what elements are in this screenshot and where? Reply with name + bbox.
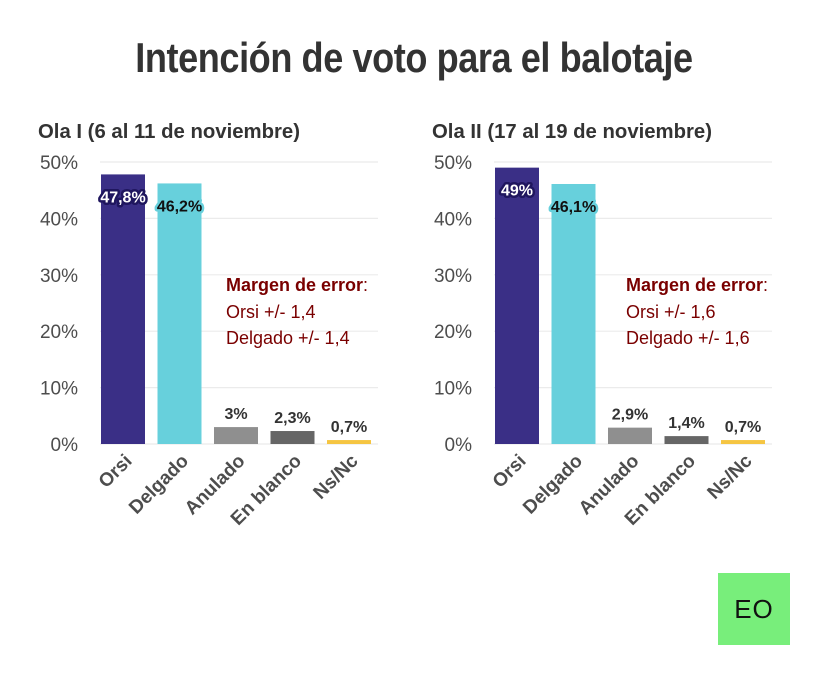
margin-heading-colon: : [363,275,368,295]
bar-delgado [157,183,202,444]
data-label: 46,1% [551,199,596,216]
bar-orsi [101,174,145,444]
data-label: 46,2% [157,198,202,215]
data-label: 2,3% [274,410,310,427]
x-tick-label: Delgado [519,451,587,519]
bar-anulado [214,427,258,444]
y-tick-label: 40% [40,209,78,230]
data-label: 0,7% [331,419,367,436]
y-tick-label: 10% [434,379,472,400]
y-tick-label: 0% [445,435,473,456]
y-tick-label: 40% [434,209,472,230]
data-label: 49% [501,183,533,200]
margin-line: Orsi +/- 1,6 [626,302,716,322]
x-tick-label: Orsi [95,451,137,493]
data-label: 47,8% [100,189,145,206]
y-tick-label: 20% [40,322,78,343]
bar-delgado [551,183,596,444]
margin-line: Delgado +/- 1,6 [626,328,750,348]
margin-heading-colon: : [763,275,768,295]
data-label: 2,9% [612,407,648,424]
margin-heading: Margen de error: [626,275,768,295]
y-tick-label: 50% [40,153,78,174]
x-tick-label: Orsi [489,451,531,493]
bar-ns-nc [721,440,765,444]
y-tick-label: 0% [51,435,79,456]
margin-heading-bold: Margen de error [226,275,363,295]
bar-ns-nc [327,440,371,444]
x-tick-label: Ns/Nc [310,450,363,503]
x-tick-label: Delgado [125,451,193,519]
margin-line: Orsi +/- 1,4 [226,302,316,322]
chart-title: Intención de voto para el balotaje [135,34,693,81]
y-tick-label: 10% [40,379,78,400]
bar-anulado [608,427,652,444]
data-label: 3% [224,406,247,423]
margin-line: Delgado +/- 1,4 [226,328,350,348]
bar-orsi [495,167,539,444]
bar-en-blanco [664,436,709,444]
margin-heading-bold: Margen de error [626,275,763,295]
x-tick-label: Ns/Nc [704,450,757,503]
logo-text: EO [734,593,774,624]
panel-title: Ola I (6 al 11 de noviembre) [38,121,300,143]
y-tick-label: 30% [40,266,78,287]
panel-title: Ola II (17 al 19 de noviembre) [432,121,712,143]
bar-en-blanco [270,431,315,444]
eo-logo: EO [718,573,790,645]
data-label: 0,7% [725,419,761,436]
margin-heading: Margen de error: [226,275,368,295]
y-tick-label: 50% [434,153,472,174]
y-tick-label: 20% [434,322,472,343]
data-label: 1,4% [668,415,704,432]
y-tick-label: 30% [434,266,472,287]
